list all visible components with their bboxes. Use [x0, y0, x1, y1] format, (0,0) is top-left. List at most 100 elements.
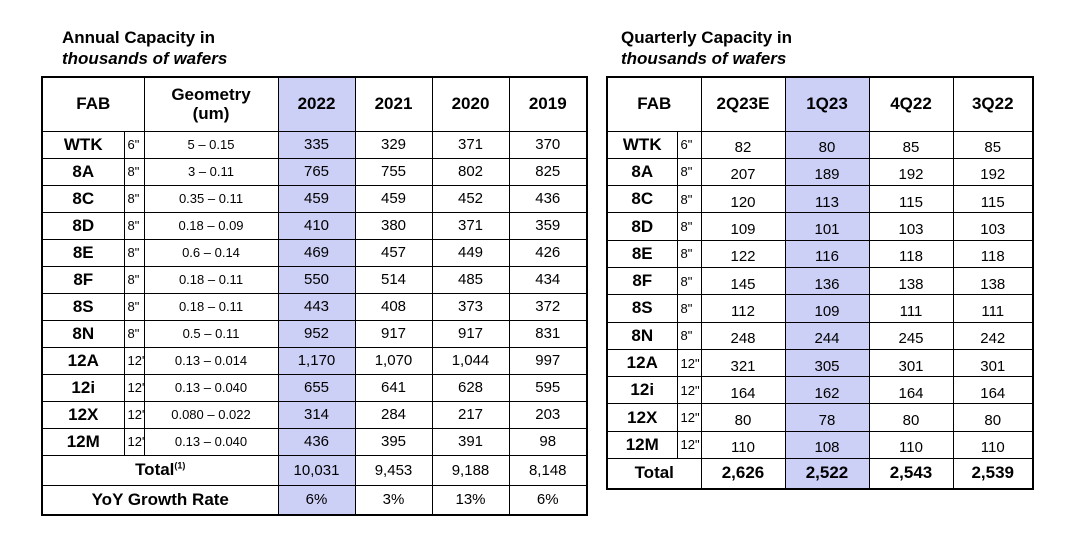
geometry-range: 3 – 0.11 [143, 157, 279, 186]
capacity-value: 301 [868, 348, 954, 378]
yoy-growth-value: 6% [508, 484, 588, 516]
annual-table-row: 8S 8" 0.18 – 0.11 443 408 373 372 [41, 292, 588, 321]
fab-name: 12i [41, 373, 125, 402]
capacity-value: 145 [700, 266, 786, 296]
capacity-value: 217 [431, 400, 510, 429]
quarterly-table-row: WTK 6" 82 80 85 85 [606, 130, 1034, 159]
capacity-value: 457 [354, 238, 433, 267]
quarterly-capacity-table: FAB 2Q23E 1Q23 4Q22 3Q22 WTK 6" 82 80 85 85 8A… [606, 76, 1034, 490]
capacity-value: 120 [700, 185, 786, 214]
capacity-value: 189 [784, 157, 870, 187]
quarterly-total-value: 2,543 [868, 458, 954, 490]
quarter-header: 2Q23E [700, 76, 786, 132]
geometry-range: 5 – 0.15 [143, 130, 279, 159]
capacity-value: 655 [277, 373, 356, 402]
capacity-value: 825 [508, 157, 588, 186]
capacity-value: 111 [868, 294, 954, 323]
fab-name: WTK [41, 130, 125, 159]
annual-caption: Annual Capacity in thousands of wafers [62, 27, 227, 69]
capacity-value: 98 [508, 427, 588, 456]
year-header: 2020 [431, 76, 510, 132]
fab-name: 12A [606, 348, 678, 378]
annual-table-row: 8F 8" 0.18 – 0.11 550 514 485 434 [41, 265, 588, 294]
geometry-range: 0.18 – 0.09 [143, 211, 279, 240]
capacity-value: 329 [354, 130, 433, 159]
capacity-value: 116 [784, 239, 870, 268]
capacity-value: 192 [868, 157, 954, 187]
wafer-size: 8" [676, 321, 702, 350]
quarterly-total-value: 2,626 [700, 458, 786, 490]
wafer-size: 8" [676, 294, 702, 323]
capacity-value: 164 [868, 376, 954, 405]
fab-name: 8F [41, 265, 125, 294]
capacity-value: 335 [277, 130, 356, 159]
capacity-value: 301 [952, 348, 1034, 378]
yoy-growth-row: YoY Growth Rate 6% 3% 13% 6% [41, 484, 588, 516]
capacity-value: 110 [868, 430, 954, 460]
capacity-value: 138 [952, 266, 1034, 296]
capacity-value: 80 [952, 403, 1034, 432]
quarterly-table-row: 12A 12" 321 305 301 301 [606, 348, 1034, 378]
quarterly-table-row: 8N 8" 248 244 245 242 [606, 321, 1034, 350]
capacity-value: 80 [784, 130, 870, 159]
fab-name: 8C [606, 185, 678, 214]
capacity-value: 321 [700, 348, 786, 378]
quarterly-table-row: 8D 8" 109 101 103 103 [606, 212, 1034, 241]
wafer-size: 8" [676, 185, 702, 214]
wafer-size: 8" [123, 292, 145, 321]
capacity-value: 917 [431, 319, 510, 348]
annual-total-label: Total(1) [41, 454, 279, 486]
capacity-value: 628 [431, 373, 510, 402]
annual-table-row: 8E 8" 0.6 – 0.14 469 457 449 426 [41, 238, 588, 267]
wafer-size: 12" [676, 403, 702, 432]
capacity-value: 314 [277, 400, 356, 429]
capacity-value: 802 [431, 157, 510, 186]
capacity-value: 371 [431, 130, 510, 159]
capacity-value: 138 [868, 266, 954, 296]
capacity-value: 103 [952, 212, 1034, 241]
yoy-growth-value: 6% [277, 484, 356, 516]
geometry-header: Geometry (um) [143, 76, 279, 132]
quarterly-total-row: Total 2,626 2,522 2,543 2,539 [606, 458, 1034, 490]
capacity-value: 103 [868, 212, 954, 241]
capacity-value: 765 [277, 157, 356, 186]
geometry-header-line2: (um) [192, 104, 230, 124]
quarterly-table-row: 8S 8" 112 109 111 111 [606, 294, 1034, 323]
annual-total-value: 9,453 [354, 454, 433, 486]
quarterly-table-row: 12M 12" 110 108 110 110 [606, 430, 1034, 460]
annual-table-row: 8A 8" 3 – 0.11 765 755 802 825 [41, 157, 588, 186]
capacity-value: 755 [354, 157, 433, 186]
capacity-value: 434 [508, 265, 588, 294]
fab-name: 8A [606, 157, 678, 187]
capacity-value: 78 [784, 403, 870, 432]
capacity-value: 1,170 [277, 346, 356, 375]
capacity-value: 164 [952, 376, 1034, 405]
quarterly-table-row: 8F 8" 145 136 138 138 [606, 266, 1034, 296]
quarterly-total-value: 2,522 [784, 458, 870, 490]
quarterly-header-row: FAB 2Q23E 1Q23 4Q22 3Q22 [606, 76, 1034, 132]
fab-name: 8N [606, 321, 678, 350]
wafer-size: 12" [676, 348, 702, 378]
geometry-range: 0.35 – 0.11 [143, 184, 279, 213]
capacity-value: 244 [784, 321, 870, 350]
annual-table-row: 8D 8" 0.18 – 0.09 410 380 371 359 [41, 211, 588, 240]
capacity-value: 426 [508, 238, 588, 267]
quarterly-total-label: Total [606, 458, 702, 490]
fab-name: 12i [606, 376, 678, 405]
annual-total-row: Total(1) 10,031 9,453 9,188 8,148 [41, 454, 588, 486]
capacity-value: 115 [952, 185, 1034, 214]
wafer-size: 8" [123, 184, 145, 213]
wafer-size: 12" [123, 400, 145, 429]
capacity-value: 111 [952, 294, 1034, 323]
capacity-value: 436 [508, 184, 588, 213]
capacity-value: 459 [354, 184, 433, 213]
annual-capacity-table: FAB Geometry (um) 2022 2021 2020 2019 WT… [41, 76, 588, 516]
fab-name: 12M [606, 430, 678, 460]
year-header: 2022 [277, 76, 356, 132]
wafer-size: 8" [676, 212, 702, 241]
wafer-size: 8" [123, 319, 145, 348]
annual-table-row: WTK 6" 5 – 0.15 335 329 371 370 [41, 130, 588, 159]
capacity-value: 82 [700, 130, 786, 159]
capacity-value: 370 [508, 130, 588, 159]
